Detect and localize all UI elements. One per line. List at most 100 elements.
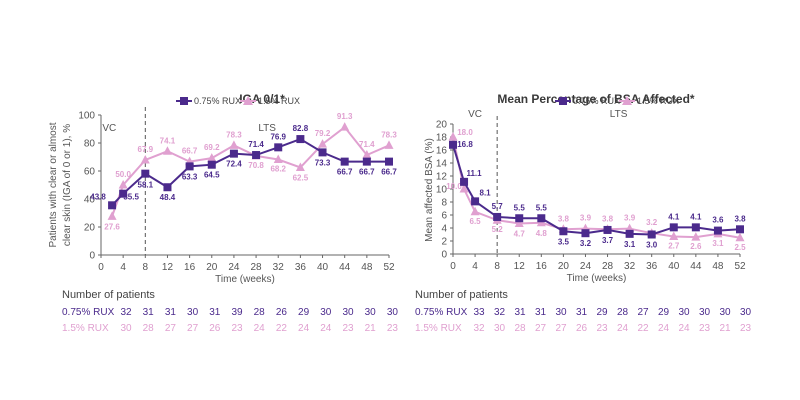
patients-count: 27: [165, 323, 177, 334]
patients-count: 26: [576, 323, 588, 334]
x-tick-label: 44: [339, 262, 351, 273]
data-point: [318, 139, 328, 148]
patients-count: 27: [535, 323, 547, 334]
x-tick-label: 4: [120, 262, 126, 273]
patients-count: 30: [120, 323, 132, 334]
patients-count: 32: [494, 307, 506, 318]
data-point: [140, 154, 150, 164]
data-label: 50.0: [115, 170, 131, 179]
x-tick-label: 32: [624, 261, 636, 272]
patients-count: 31: [143, 307, 155, 318]
x-tick-label: 12: [162, 262, 174, 273]
x-tick-label: 0: [450, 261, 456, 272]
patients-count: 21: [719, 323, 731, 334]
x-axis-label: Time (weeks): [215, 274, 275, 285]
patients-count: 29: [298, 307, 310, 318]
data-label: 5.5: [514, 203, 526, 212]
data-point: [295, 162, 305, 171]
data-label: 3.2: [580, 239, 592, 248]
legend: 0.75% RUX 1.5% RUX: [176, 96, 300, 106]
y-tick-label: 20: [436, 120, 448, 131]
y-tick-label: 10: [436, 185, 448, 196]
data-label: 4.1: [690, 212, 702, 221]
data-label: 4.1: [668, 212, 680, 221]
patients-count: 28: [617, 307, 629, 318]
legend: 0.75% RUX 1.5% RUX: [555, 96, 679, 106]
data-label: 74.1: [160, 136, 176, 145]
data-label: 3.9: [580, 214, 592, 223]
data-label: 3.6: [712, 216, 724, 225]
patients-count: 23: [740, 323, 752, 334]
y-axis-label: clear skin (IGA of 0 or 1), %: [62, 124, 73, 246]
patients-count: 24: [658, 323, 670, 334]
x-tick-label: 52: [734, 261, 746, 272]
data-label: 11.1: [466, 169, 482, 178]
data-point: [493, 212, 502, 221]
data-point: [207, 153, 217, 162]
patients-count: 27: [637, 307, 649, 318]
data-label: 71.4: [248, 140, 264, 149]
data-label: 58.1: [138, 181, 154, 190]
data-label: 4.7: [514, 229, 526, 238]
patients-count: 33: [473, 307, 485, 318]
data-point: [340, 122, 350, 131]
data-point: [603, 225, 612, 234]
data-label: 66.7: [359, 168, 375, 177]
legend-label: 1.5% RUX: [637, 96, 679, 106]
y-tick-label: 18: [436, 133, 448, 144]
patients-count: 30: [494, 323, 506, 334]
data-label: 64.5: [204, 171, 220, 180]
data-label: 78.3: [226, 130, 242, 139]
data-point: [669, 231, 679, 240]
data-label: 79.2: [315, 129, 331, 138]
data-point: [229, 149, 238, 158]
data-label: 63.3: [182, 172, 198, 181]
patients-count: 27: [555, 323, 567, 334]
y-axis-label: Patients with clear or almost: [48, 122, 59, 247]
patients-count: 21: [365, 323, 377, 334]
data-point: [207, 160, 216, 169]
data-label: 5.5: [536, 203, 548, 212]
patients-count: 26: [209, 323, 221, 334]
x-tick-label: 20: [558, 261, 570, 272]
patients-count: 29: [658, 307, 670, 318]
data-point: [296, 135, 305, 144]
y-tick-label: 0: [89, 251, 95, 262]
data-label: 82.8: [293, 124, 309, 133]
chart-bsa: Mean Percentage of BSA Affected*0.75% RU…: [415, 92, 751, 334]
data-label: 35.5: [123, 193, 139, 202]
legend-label: 1.5% RUX: [258, 96, 300, 106]
x-tick-label: 48: [361, 262, 373, 273]
data-label: 70.8: [248, 161, 264, 170]
patients-count: 30: [342, 307, 354, 318]
patients-count: 31: [165, 307, 177, 318]
data-point: [735, 232, 745, 242]
x-tick-label: 12: [514, 261, 526, 272]
legend-triangle-marker-icon: [243, 96, 253, 105]
x-tick-label: 52: [383, 262, 395, 273]
data-point: [273, 154, 283, 164]
patients-row-label: 1.5% RUX: [62, 323, 109, 334]
patients-row-label: 0.75% RUX: [62, 307, 115, 318]
region-label: VC: [102, 123, 116, 134]
data-point: [274, 143, 283, 152]
patients-count: 32: [473, 323, 485, 334]
data-label: 66.7: [182, 147, 198, 156]
patients-heading: Number of patients: [62, 289, 155, 301]
legend-square-marker-icon: [180, 97, 188, 105]
data-point: [229, 140, 239, 149]
data-point: [625, 229, 634, 238]
data-point: [119, 189, 128, 198]
patients-row-label: 0.75% RUX: [415, 307, 468, 318]
data-label: 3.7: [602, 236, 614, 245]
x-tick-label: 16: [184, 262, 196, 273]
patients-count: 22: [637, 323, 649, 334]
data-point: [318, 148, 327, 157]
data-point: [162, 146, 172, 155]
x-tick-label: 36: [646, 261, 658, 272]
y-tick-label: 0: [441, 250, 447, 261]
y-tick-label: 12: [436, 172, 448, 183]
data-point: [449, 140, 457, 149]
y-tick-label: 40: [84, 195, 96, 206]
patients-count: 31: [514, 307, 526, 318]
